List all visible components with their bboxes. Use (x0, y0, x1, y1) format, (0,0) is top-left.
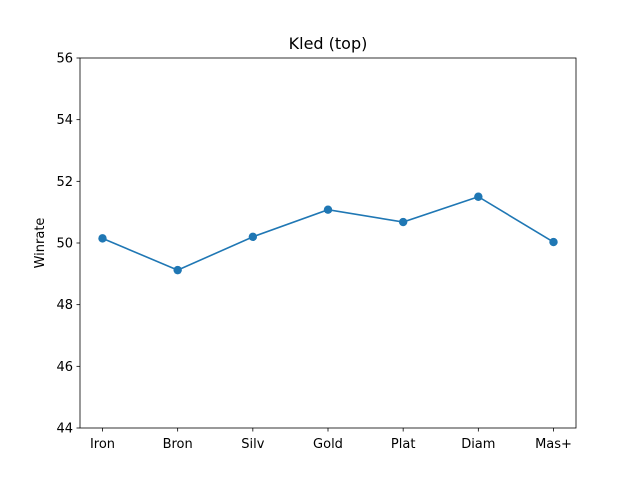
plot-frame (79, 57, 577, 429)
x-tick-label: Gold (313, 437, 343, 452)
data-point (98, 234, 107, 243)
y-tick-label: 56 (56, 52, 73, 67)
x-tick-label: Diam (461, 437, 495, 452)
y-axis-label: Winrate (33, 218, 48, 269)
plot-area (80, 58, 576, 428)
x-tick-label: Iron (90, 437, 115, 452)
data-point (549, 237, 558, 247)
x-tick-label: Mas+ (535, 437, 572, 452)
x-tick-label: Silv (241, 437, 264, 452)
y-tick-label: 48 (56, 298, 73, 313)
data-point (173, 265, 182, 275)
data-point (248, 232, 258, 242)
x-axis: Iron Bron Silv Gold Plat Diam Mas+ (90, 428, 572, 452)
y-axis: 44 46 48 50 52 54 56 (56, 52, 80, 437)
y-tick-label: 44 (56, 422, 73, 437)
y-tick-label: 52 (56, 175, 73, 190)
chart-title: Kled (top) (289, 34, 368, 53)
y-tick-label: 46 (56, 360, 73, 375)
series-layer (98, 192, 558, 275)
x-tick-label: Bron (163, 437, 193, 452)
data-point (398, 217, 408, 227)
x-tick-label: Plat (391, 437, 416, 452)
data-point (474, 192, 483, 201)
data-point (323, 205, 333, 214)
y-tick-label: 54 (56, 113, 73, 128)
y-tick-label: 50 (56, 237, 73, 252)
